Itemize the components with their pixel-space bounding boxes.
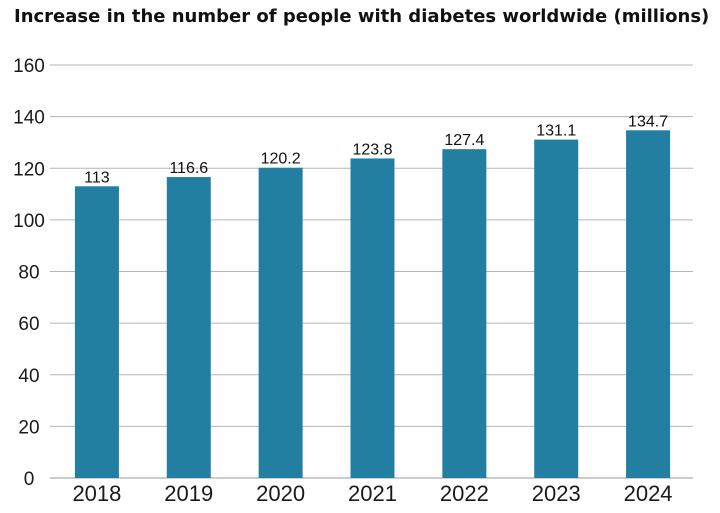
- y-axis-tick-labels: 0 20 40 60 80 100 120 140 160: [13, 56, 45, 490]
- data-label: 113: [84, 169, 110, 186]
- y-tick-label: 20: [18, 417, 39, 438]
- x-tick-label: 2019: [164, 481, 213, 506]
- y-tick-label: 40: [18, 366, 39, 387]
- bar-2019: [166, 177, 211, 478]
- bar-2020: [258, 167, 303, 478]
- x-tick-label: 2024: [624, 481, 673, 506]
- data-label: 120.2: [261, 151, 301, 168]
- data-label: 131.1: [536, 123, 576, 140]
- data-label: 134.7: [628, 113, 668, 130]
- bar-2022: [442, 149, 487, 478]
- chart-title: Increase in the number of people with di…: [14, 6, 710, 27]
- y-tick-label: 100: [13, 211, 45, 232]
- x-tick-label: 2022: [440, 481, 489, 506]
- y-tick-label: 140: [13, 108, 45, 129]
- x-axis-tick-labels: 2018 2019 2020 2021 2022 2023 2024: [72, 481, 672, 506]
- bar-2018: [74, 186, 119, 478]
- y-tick-label: 60: [18, 314, 39, 335]
- y-tick-label: 120: [13, 159, 45, 180]
- bar-2023: [534, 139, 579, 478]
- y-tick-label: 80: [18, 263, 39, 284]
- y-tick-label: 0: [24, 469, 35, 490]
- bar-2021: [350, 158, 395, 478]
- data-label: 116.6: [169, 160, 208, 177]
- data-labels: 113 116.6 120.2 123.8 127.4 131.1 134.7: [84, 113, 668, 186]
- x-tick-label: 2023: [532, 481, 581, 506]
- x-tick-label: 2021: [348, 481, 397, 506]
- x-tick-label: 2018: [72, 481, 121, 506]
- x-tick-label: 2020: [256, 481, 305, 506]
- data-label: 127.4: [444, 132, 484, 149]
- data-label: 123.8: [352, 141, 392, 158]
- bar-2024: [626, 130, 671, 479]
- y-tick-label: 160: [13, 56, 45, 77]
- bars: [74, 130, 671, 479]
